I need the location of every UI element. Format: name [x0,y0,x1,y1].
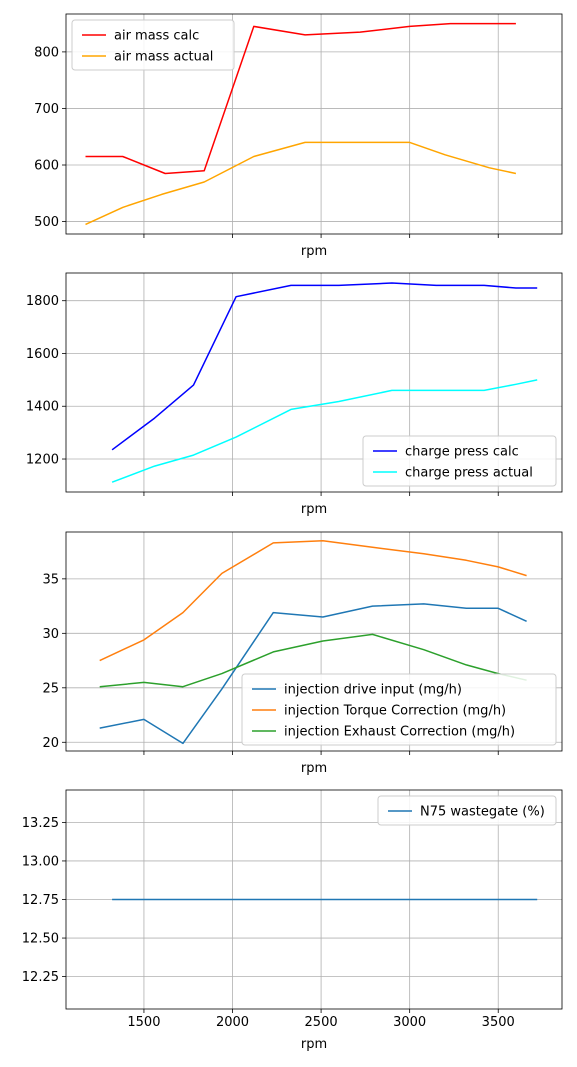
legend-box [377,795,557,826]
axes-frame [65,789,563,1010]
x-tick-label: 2500 [305,1015,338,1030]
x-axis-label: rpm [301,244,327,259]
legend-label: N75 wastegate (%) [420,805,545,820]
legend-box [241,673,557,746]
x-axis-label: rpm [301,761,327,776]
series-line-injection-drive-input-mg-h [99,603,527,745]
chart-1: 500 600 700 800 rpm air mass calc air mass act… [34,13,563,259]
legend-label: charge press actual [405,466,533,481]
y-tick-label: 13.00 [22,854,59,869]
y-tick-label: 35 [42,572,59,587]
x-tick-label: 3500 [482,1015,515,1030]
legend-box [362,435,557,487]
legend-label: injection Torque Correction (mg/h) [284,704,506,719]
x-tick-label: 3000 [393,1015,426,1030]
legend: air mass calc air mass actual [71,19,235,71]
legend-label: injection Exhaust Correction (mg/h) [284,725,515,740]
x-axis-label: rpm [301,502,327,517]
x-tick-label: 1500 [127,1015,160,1030]
y-tick-label: 500 [34,215,59,230]
legend: N75 wastegate (%) [377,795,557,826]
x-axis-label: rpm [301,1037,327,1052]
y-tick-label: 700 [34,102,59,117]
y-tick-label: 12.25 [22,970,59,985]
y-tick-label: 800 [34,45,59,60]
legend-box [71,19,235,71]
series-line-charge-press-calc [111,282,538,451]
y-tick-label: 1200 [26,453,59,468]
legend-label: air mass calc [114,29,199,44]
legend-label: injection drive input (mg/h) [284,683,462,698]
series-line-charge-press-actual [111,379,538,483]
y-tick-label: 1800 [26,294,59,309]
axes-frame [65,531,563,752]
y-tick-label: 30 [42,627,59,642]
legend: injection drive input (mg/h) injection To… [241,673,557,746]
series-line-injection-exhaust-correction-mg-h [99,633,527,688]
y-tick-label: 13.25 [22,816,59,831]
chart-4: 1500 2000 2500 3000 3500 12.25 12.50 12.75 13.00… [22,789,563,1052]
series-line-air-mass-calc [85,22,516,175]
y-tick-label: 20 [42,736,59,751]
y-tick-label: 1600 [26,347,59,362]
legend-label: charge press calc [405,445,519,460]
y-tick-label: 1400 [26,400,59,415]
axes-frame [65,272,563,493]
axes-frame [65,13,563,235]
legend-label: air mass actual [114,50,213,65]
series-line-air-mass-actual [85,141,517,226]
y-tick-label: 12.75 [22,893,59,908]
y-tick-label: 600 [34,159,59,174]
y-tick-label: 25 [42,681,59,696]
y-tick-label: 12.50 [22,932,59,947]
series-line-injection-torque-correction-mg-h [99,539,527,662]
x-tick-label: 2000 [216,1015,249,1030]
legend: charge press calc charge press actual [362,435,557,487]
